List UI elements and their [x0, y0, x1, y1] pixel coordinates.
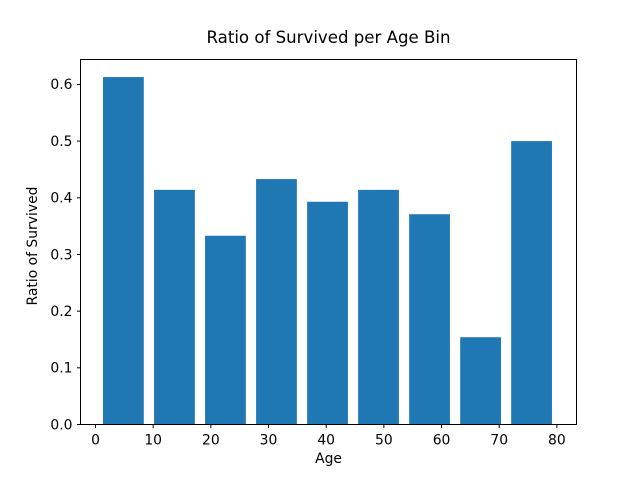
chart-title: Ratio of Survived per Age Bin [206, 28, 451, 47]
bar [154, 189, 195, 425]
y-tick-label: 0.5 [50, 134, 72, 150]
x-tick-label: 40 [317, 433, 335, 449]
bar [205, 235, 246, 425]
x-tick-label: 50 [375, 433, 393, 449]
bar [358, 189, 399, 425]
y-tick-label: 0.3 [50, 247, 72, 263]
x-tick-label: 80 [548, 433, 566, 449]
x-tick-label: 30 [260, 433, 278, 449]
bar [409, 214, 450, 425]
y-tick-label: 0.1 [50, 361, 72, 377]
x-axis-label: Age [315, 451, 342, 467]
y-tick-label: 0.0 [50, 417, 72, 433]
bar [103, 77, 144, 425]
axes-frame [80, 59, 577, 425]
x-tick-label: 60 [433, 433, 451, 449]
y-tick-label: 0.2 [50, 304, 72, 320]
bar [256, 179, 297, 425]
y-tick-label: 0.6 [50, 77, 72, 93]
y-axis-label: Ratio of Survived [25, 186, 42, 306]
x-tick-label: 10 [144, 433, 162, 449]
bar [511, 141, 552, 425]
bar [460, 337, 501, 425]
x-tick-label: 70 [490, 433, 508, 449]
x-tick-label: 0 [91, 433, 100, 449]
x-tick-label: 20 [202, 433, 220, 449]
bar [307, 201, 348, 425]
y-tick-label: 0.4 [50, 191, 72, 207]
